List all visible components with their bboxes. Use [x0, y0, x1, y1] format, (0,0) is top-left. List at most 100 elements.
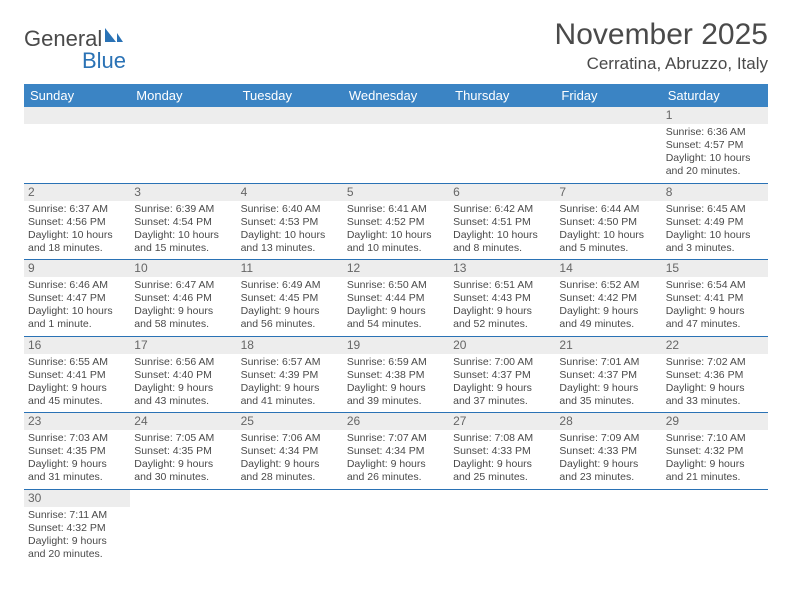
day-daylight: Daylight: 9 hours and 30 minutes.: [134, 458, 232, 484]
calendar-table: SundayMondayTuesdayWednesdayThursdayFrid…: [24, 84, 768, 565]
calendar-day-cell: 26Sunrise: 7:07 AMSunset: 4:34 PMDayligh…: [343, 413, 449, 489]
calendar-empty-cell: [24, 107, 130, 183]
day-number: 21: [555, 337, 661, 354]
calendar-day-cell: 28Sunrise: 7:09 AMSunset: 4:33 PMDayligh…: [555, 413, 661, 489]
logo: GeneralBlue: [24, 18, 126, 74]
calendar-day-cell: 24Sunrise: 7:05 AMSunset: 4:35 PMDayligh…: [130, 413, 236, 489]
day-daylight: Daylight: 10 hours and 18 minutes.: [28, 229, 126, 255]
day-sunset: Sunset: 4:37 PM: [559, 369, 657, 382]
day-sunset: Sunset: 4:32 PM: [28, 522, 126, 535]
day-sunrise: Sunrise: 6:44 AM: [559, 203, 657, 216]
calendar-empty-cell: [130, 107, 236, 183]
calendar-day-cell: 1Sunrise: 6:36 AMSunset: 4:57 PMDaylight…: [662, 107, 768, 183]
calendar-day-cell: 16Sunrise: 6:55 AMSunset: 4:41 PMDayligh…: [24, 337, 130, 413]
calendar-day-cell: 21Sunrise: 7:01 AMSunset: 4:37 PMDayligh…: [555, 337, 661, 413]
weekday-header: Monday: [130, 84, 236, 107]
weekday-header-row: SundayMondayTuesdayWednesdayThursdayFrid…: [24, 84, 768, 107]
day-sunrise: Sunrise: 7:05 AM: [134, 432, 232, 445]
calendar-day-cell: 30Sunrise: 7:11 AMSunset: 4:32 PMDayligh…: [24, 490, 130, 566]
day-sunrise: Sunrise: 6:54 AM: [666, 279, 764, 292]
day-number: 13: [449, 260, 555, 277]
day-sunset: Sunset: 4:57 PM: [666, 139, 764, 152]
calendar-day-cell: 6Sunrise: 6:42 AMSunset: 4:51 PMDaylight…: [449, 184, 555, 260]
day-sunrise: Sunrise: 6:50 AM: [347, 279, 445, 292]
day-sunset: Sunset: 4:51 PM: [453, 216, 551, 229]
day-sunset: Sunset: 4:39 PM: [241, 369, 339, 382]
day-daylight: Daylight: 9 hours and 43 minutes.: [134, 382, 232, 408]
day-number: 19: [343, 337, 449, 354]
day-daylight: Daylight: 10 hours and 3 minutes.: [666, 229, 764, 255]
day-sunrise: Sunrise: 6:36 AM: [666, 126, 764, 139]
weekday-header: Saturday: [662, 84, 768, 107]
calendar-day-cell: 13Sunrise: 6:51 AMSunset: 4:43 PMDayligh…: [449, 260, 555, 336]
empty-day-bar: [130, 107, 236, 124]
day-sunset: Sunset: 4:50 PM: [559, 216, 657, 229]
weekday-header: Friday: [555, 84, 661, 107]
day-sunset: Sunset: 4:47 PM: [28, 292, 126, 305]
day-number: 26: [343, 413, 449, 430]
calendar-day-cell: 4Sunrise: 6:40 AMSunset: 4:53 PMDaylight…: [237, 184, 343, 260]
day-daylight: Daylight: 9 hours and 23 minutes.: [559, 458, 657, 484]
day-daylight: Daylight: 10 hours and 15 minutes.: [134, 229, 232, 255]
day-sunset: Sunset: 4:54 PM: [134, 216, 232, 229]
day-sunrise: Sunrise: 6:56 AM: [134, 356, 232, 369]
calendar-day-cell: 2Sunrise: 6:37 AMSunset: 4:56 PMDaylight…: [24, 184, 130, 260]
day-daylight: Daylight: 9 hours and 20 minutes.: [28, 535, 126, 561]
day-daylight: Daylight: 9 hours and 45 minutes.: [28, 382, 126, 408]
day-sunrise: Sunrise: 7:08 AM: [453, 432, 551, 445]
day-number: 8: [662, 184, 768, 201]
calendar-empty-cell: [555, 107, 661, 183]
day-number: 27: [449, 413, 555, 430]
day-sunrise: Sunrise: 7:03 AM: [28, 432, 126, 445]
day-daylight: Daylight: 9 hours and 28 minutes.: [241, 458, 339, 484]
weekday-header: Wednesday: [343, 84, 449, 107]
calendar-week-row: 9 Sunrise: 6:46 AMSunset: 4:47 PM Daylight…: [24, 260, 768, 337]
empty-day-bar: [237, 107, 343, 124]
calendar-day-cell: 7Sunrise: 6:44 AMSunset: 4:50 PMDaylight…: [555, 184, 661, 260]
day-sunrise: Sunrise: 6:47 AM: [134, 279, 232, 292]
day-number: 20: [449, 337, 555, 354]
day-number: 22: [662, 337, 768, 354]
calendar-day-cell: 19Sunrise: 6:59 AMSunset: 4:38 PMDayligh…: [343, 337, 449, 413]
calendar-week-row: 1Sunrise: 6:36 AMSunset: 4:57 PMDaylight…: [24, 107, 768, 184]
empty-day-bar: [449, 107, 555, 124]
day-number: 7: [555, 184, 661, 201]
day-daylight: Daylight: 9 hours and 26 minutes.: [347, 458, 445, 484]
day-sunrise: Sunrise: 7:11 AM: [28, 509, 126, 522]
day-sunset: Sunset: 4:36 PM: [666, 369, 764, 382]
day-daylight: Daylight: 10 hours and 20 minutes.: [666, 152, 764, 178]
day-number: 18: [237, 337, 343, 354]
calendar-week-row: 30Sunrise: 7:11 AMSunset: 4:32 PMDayligh…: [24, 490, 768, 566]
calendar-day-cell: 27Sunrise: 7:08 AMSunset: 4:33 PMDayligh…: [449, 413, 555, 489]
day-sunrise: Sunrise: 6:39 AM: [134, 203, 232, 216]
calendar-day-cell: 17Sunrise: 6:56 AMSunset: 4:40 PMDayligh…: [130, 337, 236, 413]
day-sunset: Sunset: 4:34 PM: [347, 445, 445, 458]
calendar-day-cell: 25Sunrise: 7:06 AMSunset: 4:34 PMDayligh…: [237, 413, 343, 489]
day-sunrise: Sunrise: 7:02 AM: [666, 356, 764, 369]
location-text: Cerratina, Abruzzo, Italy: [555, 54, 768, 74]
day-sunrise: Sunrise: 6:37 AM: [28, 203, 126, 216]
day-number: 10: [130, 260, 236, 277]
day-number: 4: [237, 184, 343, 201]
calendar-day-cell: 18Sunrise: 6:57 AMSunset: 4:39 PMDayligh…: [237, 337, 343, 413]
day-sunset: Sunset: 4:41 PM: [28, 369, 126, 382]
day-sunrise: Sunrise: 7:10 AM: [666, 432, 764, 445]
day-number: 9: [24, 260, 130, 277]
day-sunrise: Sunrise: 7:01 AM: [559, 356, 657, 369]
day-sunset: Sunset: 4:45 PM: [241, 292, 339, 305]
day-daylight: Daylight: 9 hours and 25 minutes.: [453, 458, 551, 484]
day-sunrise: Sunrise: 6:46 AM: [28, 279, 126, 292]
day-sunset: Sunset: 4:46 PM: [134, 292, 232, 305]
empty-day-bar: [343, 107, 449, 124]
calendar-day-cell: 10Sunrise: 6:47 AMSunset: 4:46 PMDayligh…: [130, 260, 236, 336]
day-number: 16: [24, 337, 130, 354]
calendar-empty-cell: [555, 490, 661, 566]
day-number: 12: [343, 260, 449, 277]
day-sunrise: Sunrise: 6:51 AM: [453, 279, 551, 292]
calendar-day-cell: 9Sunrise: 6:46 AMSunset: 4:47 PMDaylight…: [24, 260, 130, 336]
calendar-week-row: 23Sunrise: 7:03 AMSunset: 4:35 PMDayligh…: [24, 413, 768, 490]
day-sunrise: Sunrise: 6:49 AM: [241, 279, 339, 292]
day-sunrise: Sunrise: 6:40 AM: [241, 203, 339, 216]
day-sunrise: Sunrise: 6:52 AM: [559, 279, 657, 292]
day-daylight: Daylight: 9 hours and 47 minutes.: [666, 305, 764, 331]
